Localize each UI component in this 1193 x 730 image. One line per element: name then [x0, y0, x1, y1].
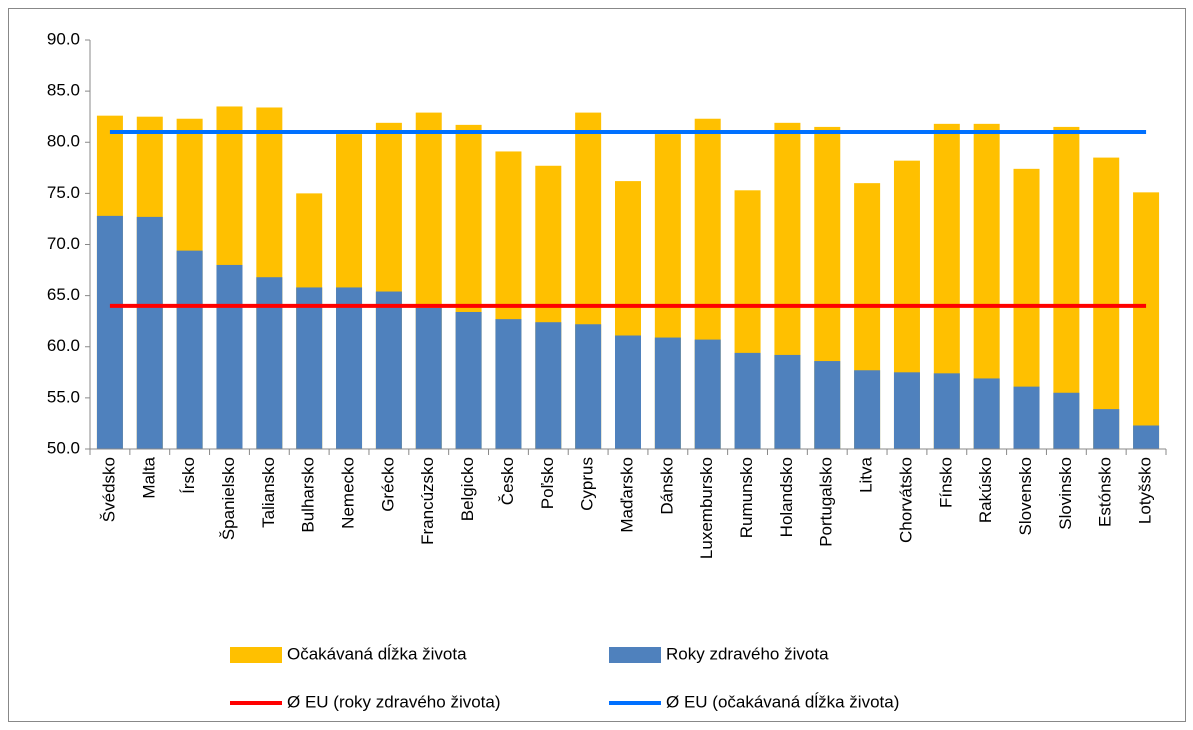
- bar: [1133, 425, 1160, 449]
- x-tick-label: Luxembursko: [697, 457, 716, 559]
- bar: [1093, 409, 1120, 449]
- y-tick-label: 70.0: [47, 234, 80, 253]
- y-tick-label: 55.0: [47, 387, 80, 406]
- y-tick-label: 50.0: [47, 438, 80, 457]
- y-tick-label: 65.0: [47, 285, 80, 304]
- x-tick-label: Litva: [857, 456, 876, 492]
- x-tick-label: Švédsko: [99, 457, 118, 522]
- legend-label: Ø EU (roky zdravého života): [287, 692, 501, 711]
- bar: [615, 335, 641, 449]
- x-tick-label: Slovensko: [1016, 457, 1035, 535]
- bar: [136, 216, 163, 449]
- bar: [415, 307, 442, 449]
- bar: [694, 339, 721, 449]
- bar: [1093, 157, 1120, 449]
- y-tick-label: 80.0: [47, 132, 80, 151]
- x-tick-label: Cyprus: [578, 457, 597, 511]
- bar: [176, 250, 203, 449]
- bar: [893, 372, 920, 449]
- bar: [535, 322, 562, 449]
- x-tick-label: Chorvátsko: [896, 457, 915, 543]
- x-tick-label: Lotyšsko: [1136, 457, 1155, 524]
- legend-swatch: [609, 647, 661, 663]
- y-tick-label: 75.0: [47, 183, 80, 202]
- x-tick-label: Estónsko: [1096, 457, 1115, 527]
- x-tick-label: Poľsko: [538, 457, 557, 509]
- bar: [336, 287, 363, 449]
- x-tick-label: Bulharsko: [299, 457, 318, 533]
- bar: [575, 324, 602, 449]
- x-tick-label: Belgicko: [458, 457, 477, 521]
- bar: [814, 361, 841, 449]
- x-tick-label: Nemecko: [339, 457, 358, 529]
- x-tick-label: Rakúsko: [976, 457, 995, 523]
- legend-swatch: [230, 647, 282, 663]
- bar: [455, 311, 482, 449]
- y-tick-label: 85.0: [47, 81, 80, 100]
- bar: [1013, 386, 1040, 449]
- bar: [654, 337, 681, 449]
- x-tick-label: Maďarsko: [617, 457, 636, 533]
- y-tick-label: 60.0: [47, 336, 80, 355]
- bar: [296, 287, 323, 449]
- bar: [1053, 392, 1080, 449]
- bar: [854, 370, 881, 449]
- x-tick-label: Írsko: [179, 457, 198, 494]
- bar: [495, 319, 522, 449]
- x-tick-label: Malta: [139, 456, 158, 498]
- x-tick-label: Portugalsko: [817, 457, 836, 547]
- x-tick-label: Holandsko: [777, 457, 796, 537]
- x-tick-label: Grécko: [378, 457, 397, 512]
- y-tick-label: 90.0: [47, 29, 80, 48]
- bar: [375, 291, 402, 449]
- x-tick-label: Rumunsko: [737, 457, 756, 538]
- bar: [256, 277, 283, 449]
- bar: [96, 215, 123, 449]
- legend-label: Očakávaná dĺžka života: [287, 644, 467, 663]
- bar: [774, 354, 801, 449]
- x-tick-label: Taliansko: [259, 457, 278, 528]
- x-tick-label: Francúzsko: [418, 457, 437, 545]
- bar: [933, 373, 960, 449]
- legend-label: Ø EU (očakávaná dĺžka života): [666, 692, 899, 711]
- x-tick-label: Slovinsko: [1056, 457, 1075, 530]
- bar: [973, 378, 1000, 449]
- bar: [734, 352, 761, 449]
- bar: [1133, 192, 1160, 450]
- bar: [216, 264, 243, 449]
- x-tick-label: Španielsko: [219, 457, 238, 540]
- x-tick-label: Dánsko: [657, 457, 676, 515]
- legend-label: Roky zdravého života: [666, 644, 829, 663]
- x-tick-label: Česko: [498, 457, 517, 505]
- x-tick-label: Fínsko: [936, 457, 955, 508]
